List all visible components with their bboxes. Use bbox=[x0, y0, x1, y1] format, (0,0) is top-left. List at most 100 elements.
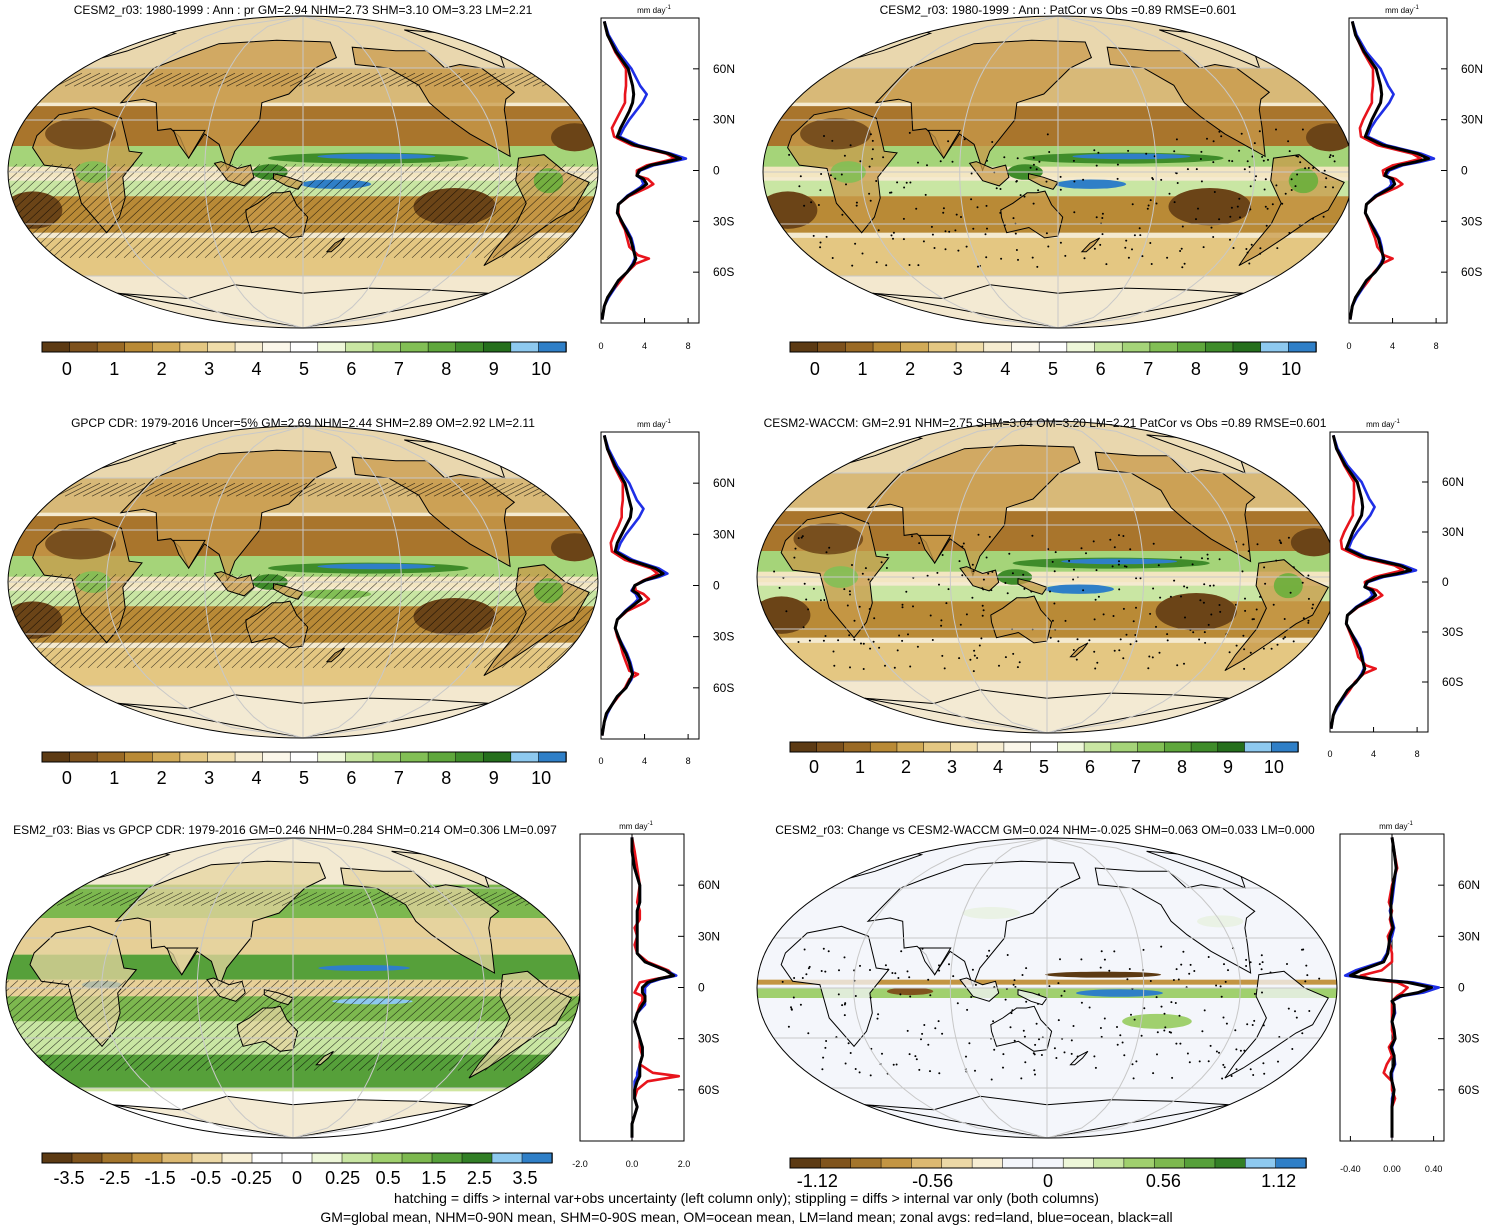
stipple-dot bbox=[960, 216, 962, 218]
stipple-dot bbox=[1053, 1047, 1056, 1050]
stipple-dot bbox=[992, 1020, 995, 1023]
unit-exponent: -1 bbox=[666, 5, 672, 11]
hatch-line bbox=[451, 482, 479, 497]
stipple-dot bbox=[1111, 565, 1114, 568]
panel-title: ESM2_r03: Bias vs GPCP CDR: 1979-2016 GM… bbox=[13, 823, 557, 837]
colorbar-label: 3 bbox=[947, 757, 957, 777]
colorbar-box bbox=[1153, 1157, 1186, 1169]
stipple-dot bbox=[1324, 186, 1327, 188]
hatch-line bbox=[492, 573, 594, 669]
stipple-dot bbox=[832, 650, 835, 653]
continent-asia bbox=[874, 39, 1093, 172]
hatch-line bbox=[316, 72, 344, 87]
colorbar-box bbox=[207, 341, 236, 353]
continent-australia bbox=[245, 190, 309, 239]
stipple-dot bbox=[803, 204, 806, 207]
stipple-dot bbox=[1030, 590, 1033, 593]
stipple-dot bbox=[1234, 603, 1237, 606]
stipple-dot bbox=[944, 248, 947, 251]
stipple-dot bbox=[810, 201, 813, 204]
stipple-dot bbox=[1088, 1006, 1091, 1009]
stipple-dot bbox=[1231, 160, 1234, 163]
stipple-dot bbox=[800, 536, 803, 539]
colorbar-label: -1.5 bbox=[145, 1168, 176, 1188]
zonal-xtick-label: 0 bbox=[598, 756, 603, 766]
hatch-line bbox=[465, 573, 567, 669]
hatch-line bbox=[533, 892, 561, 906]
stipple-dot bbox=[1264, 205, 1267, 208]
hatch-line bbox=[469, 482, 497, 497]
stipple-dot bbox=[1287, 140, 1290, 143]
colorbar-box bbox=[816, 741, 845, 753]
stipple-dot bbox=[995, 187, 998, 190]
hatch-line bbox=[173, 892, 201, 906]
map-outline bbox=[7, 425, 599, 739]
stipple-dot bbox=[1057, 982, 1060, 985]
hatch-line bbox=[8, 163, 45, 259]
stipple-dot bbox=[1178, 1014, 1181, 1017]
hatch-line bbox=[511, 980, 580, 1071]
hatch-line bbox=[321, 163, 423, 259]
stipple-dot bbox=[1276, 643, 1279, 646]
continent-indiaBlob bbox=[918, 534, 952, 565]
hatch-line bbox=[231, 163, 333, 259]
hatch-line bbox=[352, 482, 380, 497]
stipple-dot bbox=[1152, 587, 1155, 590]
zonal-lat-label: 60S bbox=[1458, 1083, 1479, 1097]
stipple-dot bbox=[971, 968, 974, 971]
hatch-line bbox=[433, 72, 461, 87]
hatch-line bbox=[8, 573, 90, 669]
hatch-line bbox=[447, 163, 549, 259]
stipple-dot bbox=[1000, 257, 1003, 260]
stipple-dot bbox=[1255, 175, 1257, 178]
stipple-dot bbox=[959, 623, 962, 626]
stipple-dot bbox=[1016, 666, 1019, 669]
hatch-line bbox=[442, 482, 470, 497]
colorbar-label: 3.5 bbox=[512, 1168, 537, 1188]
stipple-dot bbox=[976, 657, 979, 659]
hatch-line bbox=[56, 892, 84, 906]
hatch-line bbox=[307, 72, 335, 87]
stipple-dot bbox=[1118, 560, 1120, 563]
zonal-lat-label: 60N bbox=[698, 878, 720, 892]
graticule-lon bbox=[1046, 838, 1145, 1138]
stipple-dot bbox=[869, 969, 871, 971]
stipple-dot bbox=[1302, 617, 1305, 620]
stipple-dot bbox=[1068, 559, 1071, 562]
colorbar-box bbox=[1217, 741, 1246, 753]
map-clim bbox=[763, 16, 1353, 328]
stipple-dot bbox=[1118, 534, 1120, 537]
stipple-dot bbox=[915, 207, 918, 210]
zonal-xtick-label: 8 bbox=[686, 756, 691, 766]
hatch-line bbox=[258, 573, 360, 669]
stipple-dot bbox=[802, 626, 805, 629]
stipple-dot bbox=[827, 950, 830, 953]
colorbar-label: 0 bbox=[809, 757, 819, 777]
stipple-dot bbox=[1093, 650, 1096, 653]
stipple-dot bbox=[1218, 558, 1221, 561]
colorbar-box bbox=[1030, 741, 1059, 753]
hatch-line bbox=[456, 163, 558, 259]
footer-line-1: hatching = diffs > internal var+obs unce… bbox=[394, 1190, 1099, 1206]
stipple-dot bbox=[1256, 543, 1259, 546]
hatch-line bbox=[244, 482, 272, 497]
stipple-dot bbox=[1278, 539, 1281, 542]
stipple-dot bbox=[1318, 977, 1321, 980]
stipple-dot bbox=[894, 972, 897, 975]
stipple-dot bbox=[820, 970, 823, 972]
stipple-dot bbox=[805, 598, 808, 601]
stipple-dot bbox=[1021, 974, 1024, 976]
stipple-dot bbox=[825, 551, 828, 554]
stipple-dot bbox=[954, 229, 957, 232]
stipple-dot bbox=[1172, 979, 1175, 981]
hatch-line bbox=[696, 893, 722, 906]
stipple-dot bbox=[1125, 633, 1128, 636]
zonal-series-land bbox=[600, 21, 677, 320]
zonal-mean-panel: mm day-1 0 4 8 60N 30N 0 30S 60S bbox=[598, 5, 735, 351]
graticule-lon bbox=[1046, 421, 1145, 733]
hatch-line bbox=[235, 482, 263, 497]
stipple-dot bbox=[1312, 167, 1315, 169]
stipple-dot bbox=[1297, 155, 1299, 158]
colorbar-box bbox=[789, 341, 819, 353]
hatch-line bbox=[550, 72, 578, 87]
